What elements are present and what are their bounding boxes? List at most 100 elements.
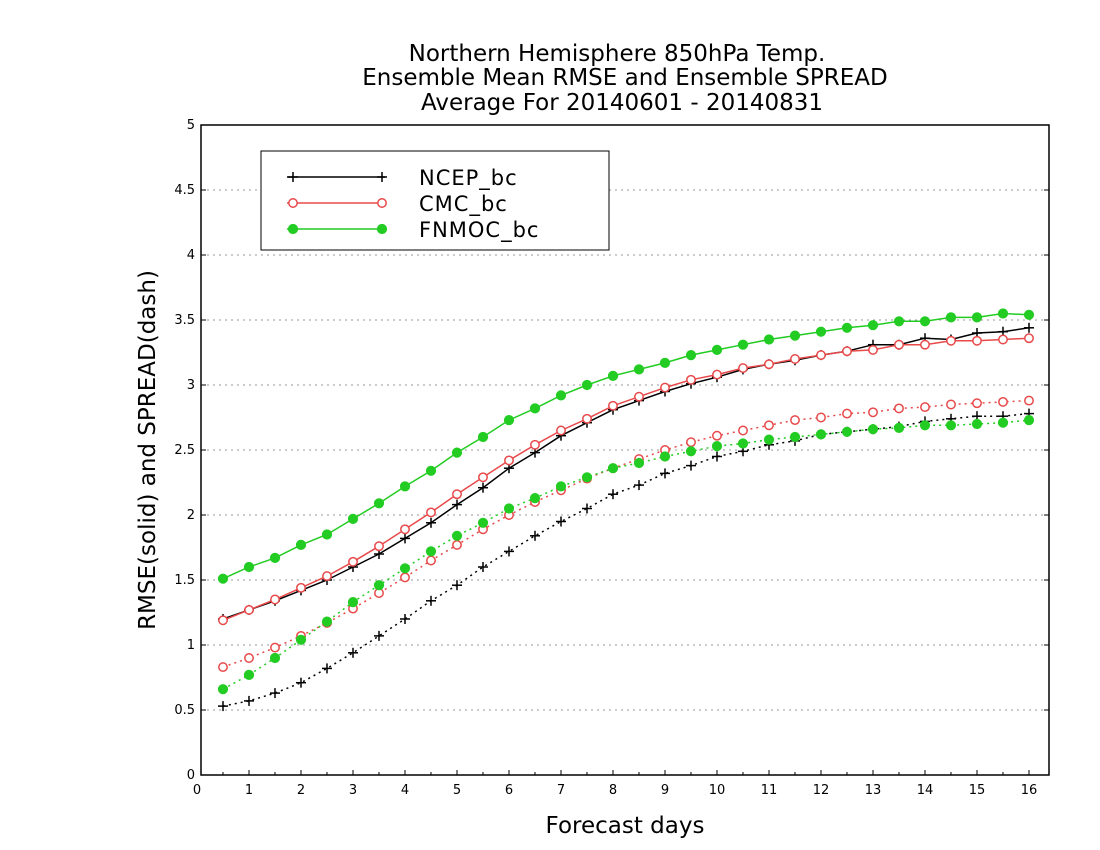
fnmoc-bc-rmse-point [685,350,697,361]
fnmoc-bc-spread-point [581,472,593,483]
ncep-bc-spread-series [218,408,1034,712]
fnmoc-bc-spread-point [425,546,437,557]
legend-marker [377,172,387,182]
cmc-bc-rmse-series [218,333,1034,626]
legend-marker [376,223,388,235]
cmc-bc-rmse-point [348,556,358,567]
ncep-bc-rmse-point [426,517,436,528]
fnmoc-bc-rmse-point [607,370,619,381]
fnmoc-bc-spread-point [815,429,827,440]
fnmoc-bc-spread-point [295,634,307,645]
fnmoc-bc-rmse-point [555,390,567,401]
cmc-bc-rmse-point [322,571,332,582]
grid-lines [201,189,1049,711]
fnmoc-bc-rmse-point [581,379,593,391]
cmc-bc-rmse-point [270,594,280,605]
fnmoc-bc-spread-point [555,481,567,492]
y-tick-label: 0 [187,768,195,783]
cmc-bc-rmse-point [582,413,592,424]
cmc-bc-rmse-point [998,334,1008,345]
x-tick-label: 5 [453,783,461,798]
cmc-bc-rmse-point [842,346,852,357]
x-axis-title: Forecast days [546,813,705,839]
cmc-bc-spread-point [686,437,696,448]
ncep-bc-spread-point [322,663,332,674]
cmc-bc-rmse-point [868,344,878,355]
ncep-bc-spread-point [374,630,384,641]
fnmoc-bc-rmse-point [815,326,827,337]
x-tick-label: 15 [969,783,986,798]
x-tick-label: 9 [661,783,669,798]
fnmoc-bc-rmse-point [659,357,671,368]
fnmoc-bc-rmse-point [971,312,983,323]
fnmoc-bc-spread-line [222,419,1030,690]
cmc-bc-rmse-point [660,382,670,393]
cmc-bc-spread-series [218,395,1034,673]
x-tick-label: 13 [865,783,882,798]
cmc-bc-rmse-point [296,582,306,593]
fnmoc-bc-rmse-point [841,322,853,333]
fnmoc-bc-spread-point [1023,415,1035,426]
fnmoc-bc-rmse-point [321,529,333,540]
x-tick-label: 12 [813,783,830,798]
fnmoc-bc-rmse-point [373,498,385,509]
cmc-bc-rmse-point [816,350,826,361]
fnmoc-bc-spread-point [763,434,775,445]
cmc-bc-spread-point [712,430,722,441]
cmc-bc-rmse-point [790,354,800,364]
cmc-bc-rmse-point [400,524,410,535]
x-tick-label: 0 [193,783,201,798]
fnmoc-bc-spread-point [373,580,385,591]
cmc-bc-rmse-point [738,363,748,374]
cmc-bc-spread-point [738,425,748,436]
legend-marker [287,223,299,235]
fnmoc-bc-spread-point [659,451,671,462]
ncep-bc-spread-point [452,580,462,591]
fnmoc-bc-rmse-point [477,431,489,443]
y-axis-title: RMSE(solid) and SPREAD(dash) [135,270,161,630]
x-tick-label: 8 [609,783,617,798]
ncep-bc-spread-point [660,468,670,479]
ncep-bc-spread-point [686,460,696,471]
y-tick-label: 4 [187,248,195,263]
fnmoc-bc-spread-point [867,424,879,435]
fnmoc-bc-rmse-point [867,320,879,331]
cmc-bc-spread-point [790,415,800,426]
ncep-bc-spread-point [608,489,618,500]
chart-title: Northern Hemisphere 850hPa Temp. Ensembl… [362,41,887,116]
x-tick-label: 3 [349,783,357,798]
legend-item-ncep-bc: NCEP_bc [287,166,517,191]
legend-marker [377,198,387,208]
cmc-bc-rmse-point [452,489,462,500]
fnmoc-bc-spread-point [477,517,489,528]
ncep-bc-spread-point [270,688,280,699]
legend-label: CMC_bc [419,192,508,217]
ncep-bc-spread-line [222,412,1030,707]
fnmoc-bc-spread-point [607,463,619,474]
ncep-bc-spread-point [218,701,228,712]
cmc-bc-rmse-point [634,391,644,402]
fnmoc-bc-spread-point [789,431,801,443]
x-tick-label: 1 [245,783,253,798]
fnmoc-bc-rmse-point [737,339,749,350]
x-tick-label: 10 [709,783,726,798]
cmc-bc-rmse-point [946,335,956,346]
y-tick-label: 1 [187,638,195,653]
cmc-bc-rmse-point [608,400,618,411]
fnmoc-bc-rmse-point [919,316,931,327]
ncep-bc-rmse-line [222,327,1030,620]
fnmoc-bc-spread-point [399,563,411,574]
legend-marker [288,198,298,208]
fnmoc-bc-rmse-point [997,308,1009,319]
cmc-bc-rmse-point [920,339,930,350]
x-tick-label: 11 [761,783,778,798]
ncep-bc-spread-point [556,516,566,527]
fnmoc-bc-spread-point [217,684,229,695]
legend-marker [288,172,298,182]
fnmoc-bc-spread-point [685,446,697,457]
fnmoc-bc-rmse-point [217,573,229,584]
title-line-3: Average For 20140601 - 20140831 [421,90,823,116]
fnmoc-bc-rmse-line [222,312,1030,580]
legend-label: FNMOC_bc [419,218,539,243]
